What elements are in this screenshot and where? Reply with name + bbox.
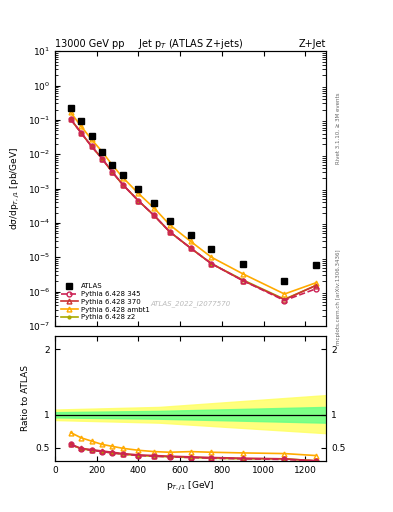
Title: Jet p$_T$ (ATLAS Z+jets): Jet p$_T$ (ATLAS Z+jets) bbox=[138, 37, 243, 51]
Text: ATLAS_2022_I2077570: ATLAS_2022_I2077570 bbox=[151, 301, 231, 307]
Text: Z+Jet: Z+Jet bbox=[299, 38, 326, 49]
Text: 13000 GeV pp: 13000 GeV pp bbox=[55, 38, 125, 49]
Y-axis label: dσ/dp$_{T,j1}$ [pb/GeV]: dσ/dp$_{T,j1}$ [pb/GeV] bbox=[9, 147, 22, 230]
Y-axis label: Ratio to ATLAS: Ratio to ATLAS bbox=[21, 366, 30, 432]
Text: mcplots.cern.ch [arXiv:1306.3436]: mcplots.cern.ch [arXiv:1306.3436] bbox=[336, 249, 341, 345]
Text: Rivet 3.1.10, ≥ 3M events: Rivet 3.1.10, ≥ 3M events bbox=[336, 92, 341, 164]
Legend: ATLAS, Pythia 6.428 345, Pythia 6.428 370, Pythia 6.428 ambt1, Pythia 6.428 z2: ATLAS, Pythia 6.428 345, Pythia 6.428 37… bbox=[59, 282, 152, 323]
X-axis label: p$_{T,j1}$ [GeV]: p$_{T,j1}$ [GeV] bbox=[166, 480, 215, 494]
